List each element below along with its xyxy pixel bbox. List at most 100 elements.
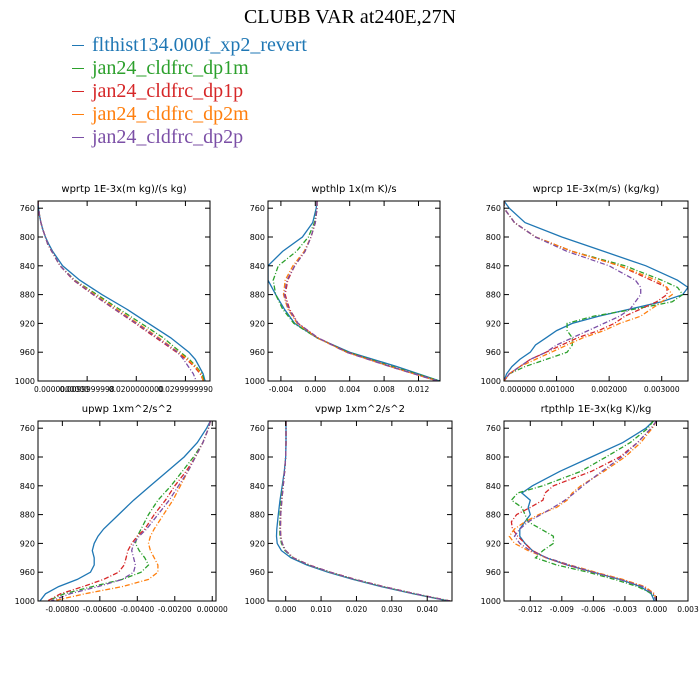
x-tick-label: 0.008	[373, 385, 395, 394]
chart-panel: upwp 1xm^2/s^2 760 800 840 880 920 960 1000 -0.0…	[15, 404, 228, 614]
x-tick-label: -0.009	[550, 605, 574, 614]
plot-frame	[267, 200, 441, 382]
y-tick-label: 800	[486, 233, 501, 242]
series-line	[510, 421, 658, 601]
x-tick-label: 0.020	[346, 605, 368, 614]
chart-title: wpthlp 1x(m K)/s	[311, 184, 396, 195]
x-tick-label: 0.00000	[197, 605, 228, 614]
x-tick-label: 0.040	[416, 605, 438, 614]
y-tick-label: 840	[486, 482, 501, 491]
figure-title: CLUBB VAR at240E,27N	[243, 6, 457, 28]
y-tick-label: 760	[486, 204, 501, 213]
x-tick-label: 0.000	[305, 385, 327, 394]
y-tick-label: 920	[250, 319, 265, 328]
series-line	[504, 201, 684, 381]
y-tick-label: 800	[250, 453, 265, 462]
y-tick-label: 960	[20, 348, 35, 357]
plot-frame	[267, 420, 453, 602]
series-line	[279, 421, 451, 601]
chart-panel: wpthlp 1x(m K)/s 760 800 840 880 920 960 1000 -0…	[245, 184, 441, 394]
series-line	[272, 201, 440, 381]
legend-label: jan24_cldfrc_dp1m	[92, 57, 249, 79]
series-line	[513, 421, 658, 601]
chart-title: upwp 1xm^2/s^2	[82, 404, 172, 415]
legend-item: flthist134.000f_xp2_revert	[72, 34, 307, 57]
series-line	[284, 201, 438, 381]
y-tick-label: 760	[486, 424, 501, 433]
legend-line-icon	[72, 91, 84, 92]
x-tick-label: -0.00600	[83, 605, 117, 614]
y-tick-label: 800	[250, 233, 265, 242]
x-tick-label: 0.0299999990	[158, 385, 213, 394]
y-tick-label: 760	[250, 204, 265, 213]
chart-panel: rtpthlp 1E-3x(kg K)/kg 760 800 840 880 920 960…	[481, 404, 699, 614]
legend-label: jan24_cldfrc_dp1p	[92, 80, 244, 102]
x-tick-label: 0.001000	[539, 385, 575, 394]
y-tick-label: 760	[250, 424, 265, 433]
series-line	[52, 421, 212, 601]
x-tick-label: 0.004	[339, 385, 361, 394]
legend-line-icon	[72, 137, 84, 138]
series-line	[504, 201, 688, 381]
y-tick-label: 880	[250, 291, 265, 300]
x-tick-label: 0.030	[381, 605, 403, 614]
y-tick-label: 1000	[481, 597, 501, 606]
chart-panel: wprtp 1E-3x(m kg)/(s kg) 760 800 840 880 920 9…	[15, 184, 213, 394]
y-tick-label: 880	[20, 511, 35, 520]
series-line	[38, 201, 197, 381]
y-tick-label: 1000	[15, 377, 35, 386]
x-tick-label: 0.010	[310, 605, 332, 614]
chart-panel: wprcp 1E-3x(m/s) (kg/kg) 760 800 840 880 920 9…	[481, 184, 689, 394]
series-line	[47, 421, 212, 601]
y-tick-label: 1000	[245, 377, 265, 386]
legend: flthist134.000f_xp2_revert jan24_cldfrc_…	[72, 34, 307, 149]
chart-title: wprcp 1E-3x(m/s) (kg/kg)	[533, 184, 660, 195]
y-tick-label: 840	[20, 262, 35, 271]
y-tick-label: 1000	[481, 377, 501, 386]
chart-title: wprtp 1E-3x(m kg)/(s kg)	[61, 184, 186, 195]
x-tick-label: -0.00400	[120, 605, 154, 614]
y-tick-label: 1000	[245, 597, 265, 606]
x-tick-label: -0.00800	[45, 605, 79, 614]
x-tick-label: 0.000000	[500, 385, 536, 394]
x-tick-label: -0.00200	[158, 605, 192, 614]
y-tick-label: 840	[250, 482, 265, 491]
x-tick-label: 0.0000000000	[34, 385, 89, 394]
series-line	[279, 421, 451, 601]
series-line	[504, 201, 674, 381]
y-tick-label: 960	[486, 568, 501, 577]
series-line	[38, 201, 206, 381]
plot-frame	[503, 200, 689, 382]
legend-line-icon	[72, 68, 84, 69]
y-tick-label: 800	[486, 453, 501, 462]
plot-frame	[503, 420, 689, 602]
y-tick-label: 1000	[15, 597, 35, 606]
legend-line-icon	[72, 114, 84, 115]
legend-item: jan24_cldfrc_dp1p	[72, 80, 307, 103]
series-line	[279, 421, 451, 601]
x-tick-label: 0.000	[275, 605, 297, 614]
legend-label: jan24_cldfrc_dp2m	[92, 103, 249, 125]
y-tick-label: 840	[486, 262, 501, 271]
legend-item: jan24_cldfrc_dp2p	[72, 126, 307, 149]
y-tick-label: 880	[250, 511, 265, 520]
series-line	[519, 421, 655, 601]
series-line	[504, 201, 642, 381]
series-line	[47, 421, 212, 601]
series-line	[39, 421, 211, 601]
y-tick-label: 800	[20, 453, 35, 462]
series-line	[282, 201, 438, 381]
y-tick-label: 760	[20, 424, 35, 433]
series-line	[279, 421, 451, 601]
y-tick-label: 760	[20, 204, 35, 213]
x-tick-label: -0.004	[269, 385, 293, 394]
plot-frame	[37, 200, 211, 382]
y-tick-label: 920	[486, 539, 501, 548]
x-tick-label: 0.0200000000	[109, 385, 164, 394]
series-line	[275, 421, 449, 601]
y-tick-label: 960	[250, 348, 265, 357]
y-tick-label: 880	[486, 511, 501, 520]
x-tick-label: -0.003	[613, 605, 637, 614]
chart-title: rtpthlp 1E-3x(kg K)/kg	[541, 404, 652, 415]
y-tick-label: 960	[20, 568, 35, 577]
